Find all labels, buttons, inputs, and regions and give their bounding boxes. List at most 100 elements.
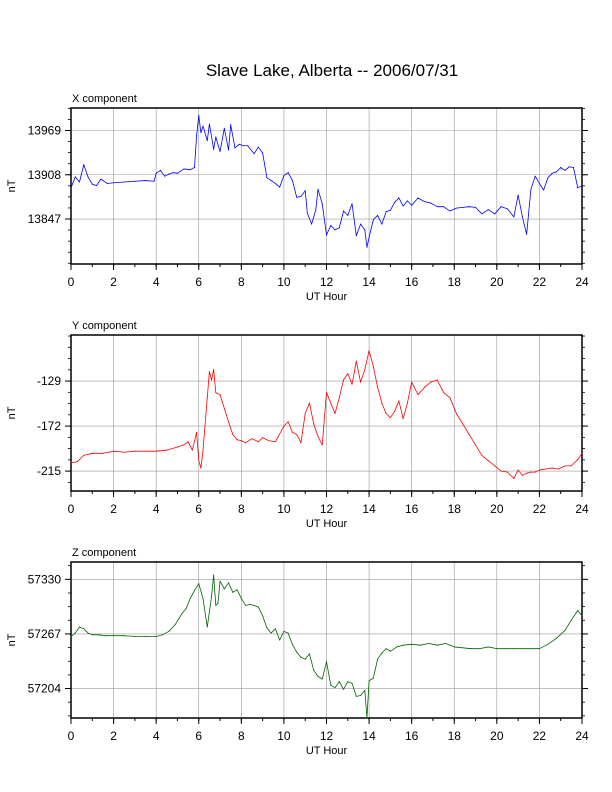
data-point xyxy=(321,203,323,205)
data-point xyxy=(577,610,579,612)
x-tick-label: 12 xyxy=(320,275,334,289)
data-point xyxy=(304,413,306,415)
data-point xyxy=(494,213,496,215)
x-tick-label: 2 xyxy=(110,729,117,743)
data-point xyxy=(468,433,470,435)
data-point xyxy=(102,452,104,454)
data-point xyxy=(389,209,391,211)
data-point xyxy=(419,644,421,646)
data-point xyxy=(106,182,108,184)
data-point xyxy=(449,397,451,399)
data-point xyxy=(402,644,404,646)
data-point xyxy=(253,153,255,155)
data-point xyxy=(228,582,230,584)
data-point xyxy=(145,450,147,452)
data-point xyxy=(174,623,176,625)
data-point xyxy=(242,145,244,147)
data-point xyxy=(79,181,81,183)
data-point xyxy=(249,603,251,605)
data-point xyxy=(74,176,76,178)
data-point xyxy=(487,460,489,462)
data-point xyxy=(296,196,298,198)
data-point xyxy=(206,626,208,628)
data-point xyxy=(551,467,553,469)
data-point xyxy=(213,148,215,150)
x-tick-label: 4 xyxy=(153,729,160,743)
data-point xyxy=(304,658,306,660)
data-point xyxy=(326,661,327,663)
data-point xyxy=(343,688,345,690)
x-tick-label: 18 xyxy=(448,275,462,289)
data-point xyxy=(91,183,93,185)
data-point xyxy=(200,132,202,134)
data-point xyxy=(394,201,396,203)
data-point xyxy=(185,608,187,610)
data-point xyxy=(262,615,264,617)
data-point xyxy=(100,178,102,180)
data-point xyxy=(291,180,293,182)
data-point xyxy=(202,449,204,451)
data-point xyxy=(351,203,353,205)
data-point xyxy=(330,402,332,404)
data-point xyxy=(313,669,315,671)
data-point xyxy=(283,425,285,427)
data-point xyxy=(411,204,413,206)
data-point xyxy=(300,196,302,198)
data-point xyxy=(308,653,310,655)
data-point xyxy=(366,717,368,719)
x-tick-label: 22 xyxy=(533,275,547,289)
data-point xyxy=(202,125,204,127)
data-point xyxy=(581,185,583,187)
data-point xyxy=(70,636,72,638)
x-tick-label: 6 xyxy=(195,502,202,516)
data-point xyxy=(355,695,357,697)
data-point xyxy=(570,465,572,467)
data-point xyxy=(411,381,413,383)
data-point xyxy=(517,469,519,471)
data-point xyxy=(530,648,532,650)
data-point xyxy=(287,632,289,634)
data-point xyxy=(270,632,272,634)
data-point xyxy=(581,615,583,617)
data-point xyxy=(238,143,240,145)
data-point xyxy=(317,436,319,438)
data-point xyxy=(462,423,464,425)
data-point xyxy=(385,211,387,213)
data-point xyxy=(543,189,545,191)
data-point xyxy=(257,441,259,443)
data-point xyxy=(385,648,387,650)
data-point xyxy=(187,441,189,443)
x-tick-label: 24 xyxy=(575,502,589,516)
data-point xyxy=(274,628,276,630)
data-point xyxy=(445,642,447,644)
data-point xyxy=(487,209,489,211)
x-tick-label: 8 xyxy=(238,729,245,743)
data-point xyxy=(245,604,247,606)
x-tick-label: 18 xyxy=(448,502,462,516)
data-point xyxy=(513,216,515,218)
data-point xyxy=(577,459,579,461)
data-point xyxy=(206,140,208,142)
data-point xyxy=(534,471,536,473)
data-point xyxy=(213,574,215,576)
data-point xyxy=(232,591,234,593)
x-tick-label: 22 xyxy=(533,502,547,516)
data-point xyxy=(104,635,106,637)
data-point xyxy=(313,423,315,425)
data-point xyxy=(338,227,340,229)
data-point xyxy=(351,383,353,385)
data-point xyxy=(274,182,276,184)
panel-title: Y component xyxy=(72,320,137,332)
data-point xyxy=(538,648,540,650)
data-point xyxy=(577,187,579,189)
x-tick-label: 12 xyxy=(320,729,334,743)
data-point xyxy=(334,413,336,415)
data-point xyxy=(398,197,400,199)
data-point xyxy=(481,454,483,456)
data-point xyxy=(398,400,400,402)
panel-title: X component xyxy=(72,93,137,105)
data-point xyxy=(70,187,72,189)
x-tick-label: 20 xyxy=(490,729,504,743)
data-point xyxy=(287,172,289,174)
